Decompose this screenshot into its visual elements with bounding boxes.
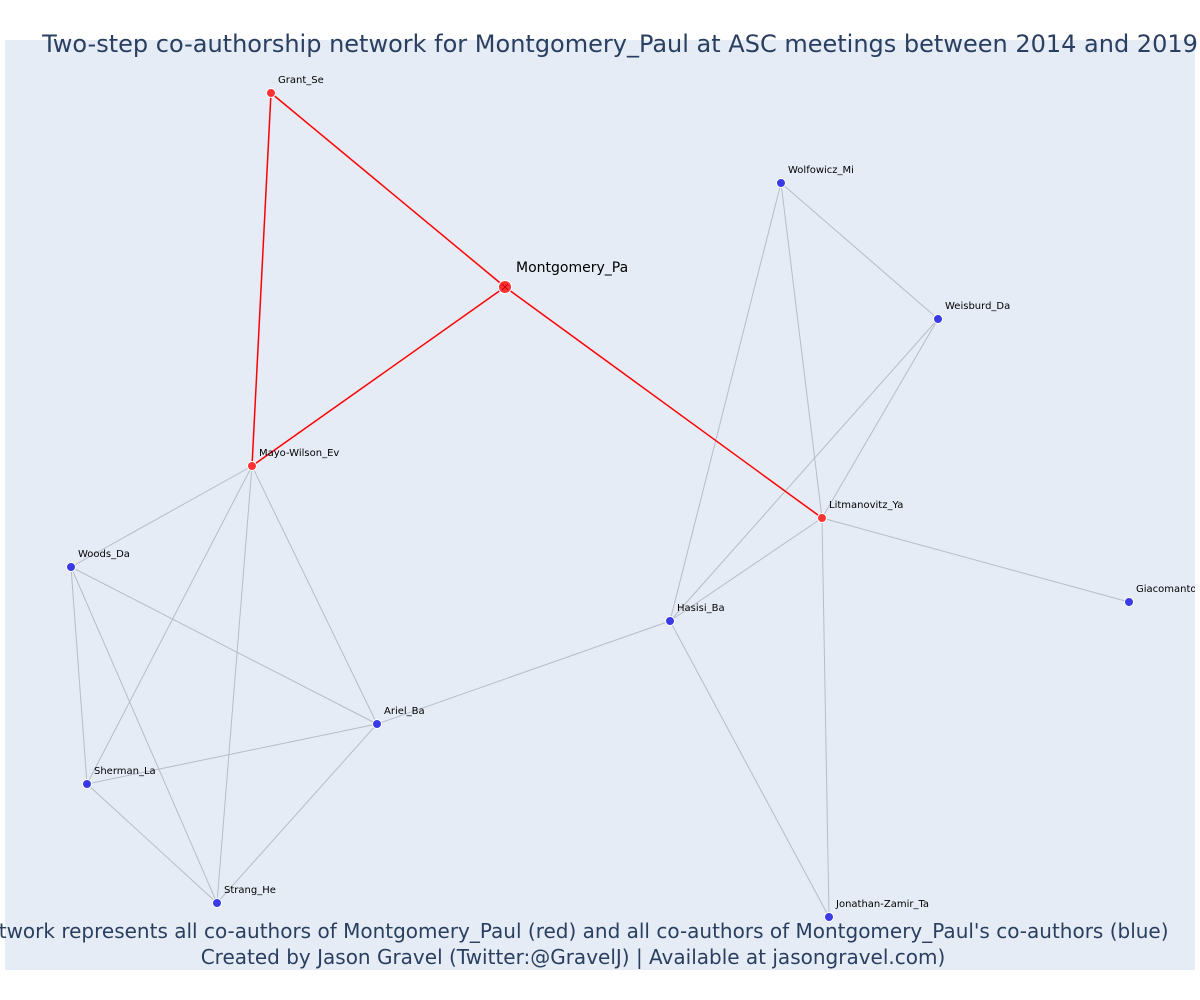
edge-weisburd-litman (821, 318, 939, 519)
node-ariel[interactable]: Ariel_Ba (372, 706, 425, 729)
node-wolfowicz[interactable]: Wolfowicz_Mi (776, 165, 854, 188)
node-grant[interactable]: Grant_Se (266, 75, 324, 98)
node-marker-ariel[interactable] (372, 719, 382, 729)
node-label-montgomery: Montgomery_Pa (516, 260, 628, 276)
node-marker-grant[interactable] (266, 88, 276, 98)
edge-hasisi-wolfowicz (669, 182, 782, 622)
caption-line-1: Network represents all co-authors of Mon… (0, 919, 1169, 943)
red-edges (251, 92, 823, 519)
node-marker-sherman[interactable] (82, 779, 92, 789)
edge-mayo-ariel (251, 465, 378, 725)
edge-ariel-hasisi (376, 620, 671, 725)
node-label-hasisi: Hasisi_Ba (677, 603, 725, 614)
node-marker-weisburd[interactable] (933, 314, 943, 324)
edge-strang-ariel (216, 723, 378, 904)
caption-line-2: Created by Jason Gravel (Twitter:@Gravel… (201, 945, 946, 969)
node-label-sherman: Sherman_La (94, 766, 156, 777)
node-hasisi[interactable]: Hasisi_Ba (665, 603, 725, 626)
node-giacomantonio[interactable]: Giacomantonio (1124, 584, 1200, 607)
edge-grant-mayo (251, 92, 272, 467)
node-label-strang: Strang_He (224, 885, 276, 896)
edge-montgomery-litman (504, 286, 823, 519)
node-label-litman: Litmanovitz_Ya (829, 500, 903, 511)
node-marker-woods[interactable] (66, 562, 76, 572)
edge-mayo-strang (216, 465, 253, 904)
node-label-jonathan: Jonathan-Zamir_Ta (835, 899, 929, 910)
edge-montgomery-grant (270, 92, 506, 288)
node-label-woods: Woods_Da (78, 549, 130, 560)
edge-mayo-sherman (86, 465, 253, 785)
node-litman[interactable]: Litmanovitz_Ya (817, 500, 904, 523)
center-cross-icon (501, 283, 509, 291)
node-label-ariel: Ariel_Ba (384, 706, 425, 717)
edge-wolfowicz-weisburd (780, 182, 939, 320)
grey-edges (70, 182, 1130, 918)
node-mayo[interactable]: Mayo-Wilson_Ev (247, 448, 340, 471)
edge-mayo-woods (70, 465, 253, 568)
node-montgomery[interactable]: Montgomery_Pa (498, 260, 629, 294)
node-marker-strang[interactable] (212, 898, 222, 908)
edge-woods-ariel (70, 566, 378, 725)
node-strang[interactable]: Strang_He (212, 885, 276, 908)
node-marker-wolfowicz[interactable] (776, 178, 786, 188)
node-marker-litman[interactable] (817, 513, 827, 523)
node-sherman[interactable]: Sherman_La (82, 766, 156, 789)
node-label-grant: Grant_Se (278, 75, 324, 86)
edge-woods-sherman (70, 566, 88, 785)
chart-title: Two-step co-authorship network for Montg… (41, 30, 1198, 58)
node-marker-jonathan[interactable] (824, 912, 834, 922)
edge-sherman-strang (86, 783, 218, 904)
node-label-mayo: Mayo-Wilson_Ev (259, 448, 339, 459)
edge-litman-jonathan (821, 517, 830, 918)
edge-wolfowicz-litman (780, 182, 823, 519)
node-weisburd[interactable]: Weisburd_Da (933, 301, 1011, 324)
edge-litman-giacomantonio (821, 517, 1130, 603)
edge-hasisi-jonathan (669, 620, 830, 918)
node-marker-hasisi[interactable] (665, 616, 675, 626)
node-woods[interactable]: Woods_Da (66, 549, 130, 572)
network-nodes: Montgomery_Pa Grant_Se Mayo-Wilson_Ev Litma… (66, 75, 1200, 922)
node-label-weisburd: Weisburd_Da (945, 301, 1010, 312)
node-label-wolfowicz: Wolfowicz_Mi (788, 165, 854, 176)
node-label-giacomantonio: Giacomantonio (1136, 584, 1200, 595)
network-graph: Montgomery_Pa Grant_Se Mayo-Wilson_Ev Litma… (66, 75, 1200, 922)
edge-hasisi-weisburd (669, 318, 939, 622)
edge-woods-strang (70, 566, 218, 904)
node-jonathan[interactable]: Jonathan-Zamir_Ta (824, 899, 930, 922)
node-marker-giacomantonio[interactable] (1124, 597, 1134, 607)
plot-background (5, 40, 1195, 970)
node-marker-mayo[interactable] (247, 461, 257, 471)
edge-sherman-ariel (86, 723, 378, 785)
edge-hasisi-litman (669, 517, 823, 622)
edge-montgomery-mayo (251, 286, 506, 467)
